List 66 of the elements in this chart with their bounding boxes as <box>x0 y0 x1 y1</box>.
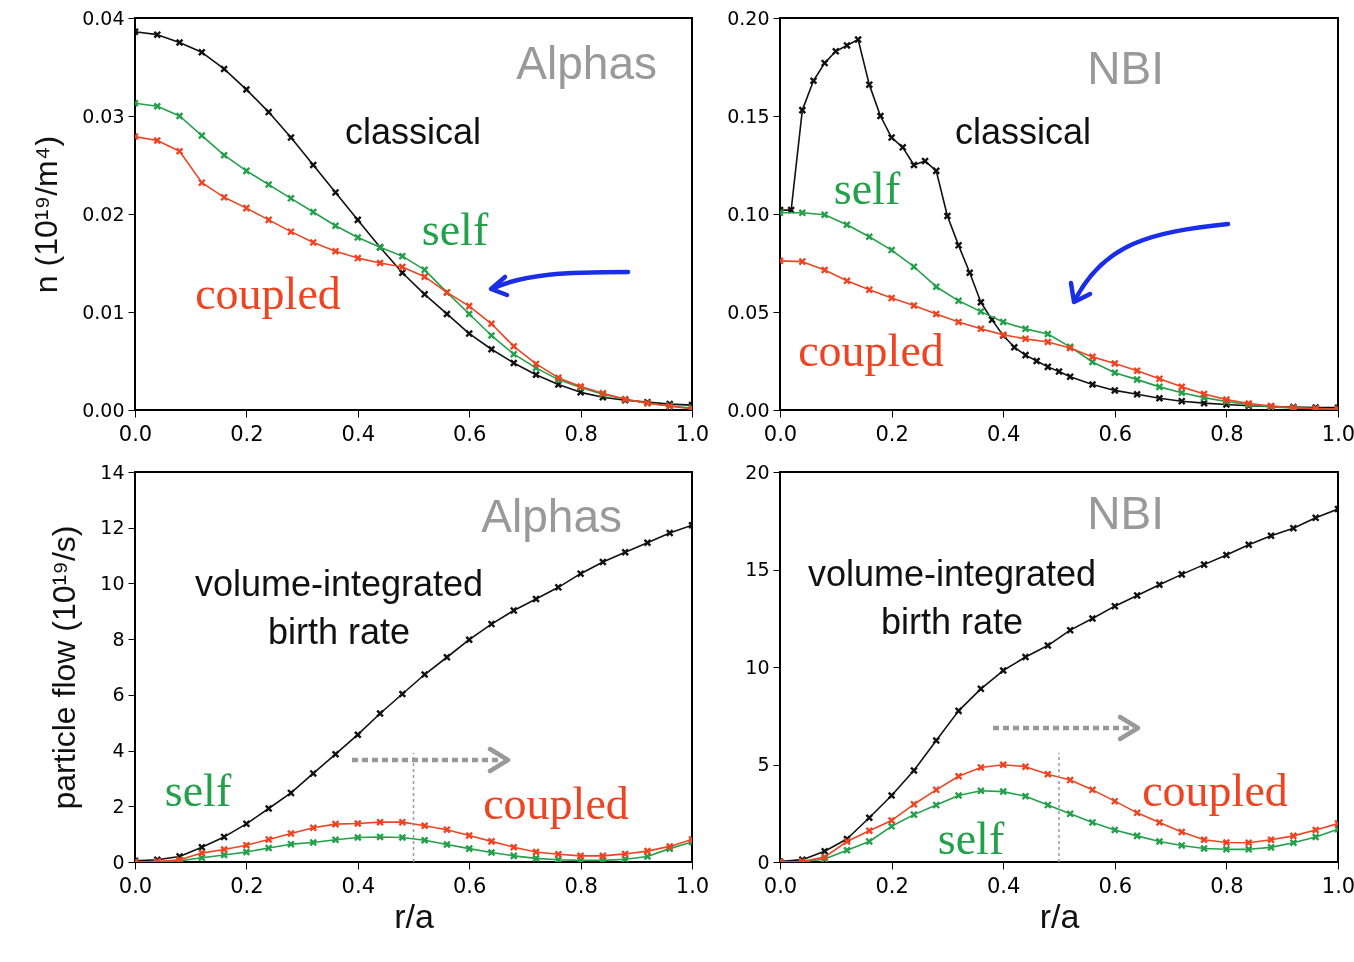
y-tick-label: 10 <box>100 571 125 594</box>
y-tick-label: 6 <box>112 683 125 706</box>
series-label: self <box>833 163 901 214</box>
y-axis-title: particle flow (10¹⁹/s) <box>46 525 83 810</box>
series-label: coupled <box>195 268 341 319</box>
series-label: self <box>421 204 489 255</box>
series-label: volume-integrated birth rate <box>807 553 1097 642</box>
y-tick-label: 0.01 <box>82 300 125 323</box>
y-tick-label: 0.03 <box>82 104 125 127</box>
y-tick-label: 0.20 <box>727 6 770 29</box>
y-tick-label: 0.00 <box>727 398 770 421</box>
x-tick-label: 0.8 <box>1210 873 1244 898</box>
y-tick-label: 0.00 <box>82 398 125 421</box>
series-label: classical <box>344 111 482 152</box>
x-axis-title: r/a <box>1039 896 1080 935</box>
x-tick-label: 0.4 <box>987 873 1021 898</box>
x-tick-label: 1.0 <box>1321 421 1354 446</box>
x-tick-label: 1.0 <box>675 421 710 446</box>
y-tick-label: 20 <box>745 460 770 483</box>
y-tick-label: 2 <box>112 794 125 817</box>
series-label: coupled <box>1142 765 1288 816</box>
y-tick-label: 0.02 <box>82 202 125 225</box>
x-tick-label: 0.8 <box>564 421 598 446</box>
y-tick-label: 15 <box>745 558 770 580</box>
series-label: self <box>164 765 232 816</box>
x-tick-label: 0.0 <box>118 873 153 898</box>
x-tick-label: 0.8 <box>1210 421 1244 446</box>
y-tick-label: 10 <box>745 655 770 678</box>
x-tick-label: 0.2 <box>875 421 909 446</box>
x-tick-label: 0.2 <box>875 873 909 898</box>
x-tick-label: 0.6 <box>1098 421 1132 446</box>
series-label: classical <box>954 111 1092 152</box>
x-tick-label: 0.4 <box>341 421 375 446</box>
y-tick-label: 5 <box>757 753 770 775</box>
y-tick-label: 8 <box>112 627 125 650</box>
x-tick-label: 0.2 <box>230 873 264 898</box>
x-tick-label: 0.4 <box>341 873 375 898</box>
x-tick-label: 0.0 <box>118 421 153 446</box>
x-tick-label: 0.4 <box>987 421 1021 446</box>
y-tick-label: 12 <box>100 516 125 539</box>
y-tick-label: 0.10 <box>727 202 770 225</box>
series-label: volume-integrated birth rate <box>194 563 484 652</box>
chart-title: Alphas <box>516 37 657 89</box>
y-tick-label: 0 <box>112 850 125 873</box>
y-tick-label: 14 <box>100 460 125 483</box>
y-tick-label: 0.05 <box>727 300 770 323</box>
x-tick-label: 0.6 <box>1098 873 1132 898</box>
x-tick-label: 0.2 <box>230 421 264 446</box>
x-tick-label: 0.0 <box>763 421 798 446</box>
chart-title: NBI <box>1087 487 1164 539</box>
x-tick-label: 0.6 <box>453 873 487 898</box>
x-tick-label: 1.0 <box>675 873 710 898</box>
y-tick-label: 0.04 <box>82 6 125 29</box>
x-tick-label: 0.8 <box>564 873 598 898</box>
y-tick-label: 4 <box>112 739 125 762</box>
x-tick-label: 0.0 <box>763 873 798 898</box>
series-label: coupled <box>483 778 629 829</box>
text: NBI <box>1087 42 1164 94</box>
x-tick-label: 1.0 <box>1321 873 1354 898</box>
series-label: self <box>937 813 1005 864</box>
x-tick-label: 0.6 <box>453 421 487 446</box>
series-label: coupled <box>798 325 944 376</box>
y-tick-label: 0.15 <box>727 104 770 127</box>
y-tick-label: 0 <box>757 850 770 873</box>
x-axis-title: r/a <box>394 896 434 935</box>
chart-title: Alphas <box>481 490 622 542</box>
